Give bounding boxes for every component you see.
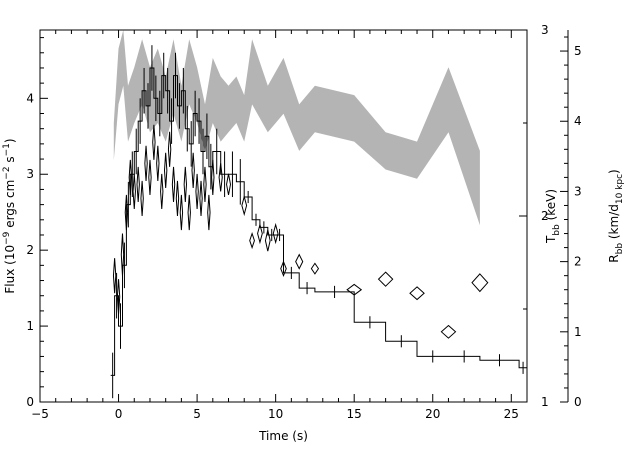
y-R-tick-label: 5 <box>574 44 582 58</box>
radius-diamond-marker <box>471 273 489 293</box>
radius-diamond-marker <box>140 180 144 217</box>
x-tick-label: 15 <box>347 407 362 421</box>
radius-diamond-marker <box>132 173 136 210</box>
y-left-tick-label: 0 <box>26 395 34 409</box>
radius-diamond-marker <box>116 279 121 315</box>
y-R-tick-label: 3 <box>574 184 582 198</box>
y-R-tick-label: 0 <box>574 395 582 409</box>
radius-diamond-marker <box>226 173 231 196</box>
radius-diamond-marker <box>310 262 320 275</box>
radius-diamond-marker <box>171 166 176 202</box>
x-tick-label: −5 <box>31 407 49 421</box>
radius-diamond-marker <box>124 194 129 231</box>
flux-histogram-line <box>110 67 527 376</box>
radius-diamond-marker <box>440 324 457 339</box>
radius-diamond-marker <box>156 145 160 181</box>
radius-diamond-marker <box>203 166 207 202</box>
radius-diamond-marker <box>179 194 184 231</box>
radius-diamond-marker <box>257 222 263 245</box>
x-tick-label: 25 <box>504 407 519 421</box>
y-R-tick-label: 2 <box>574 255 582 269</box>
radius-diamond-marker <box>280 260 287 278</box>
radius-diamond-marker <box>163 152 168 188</box>
radius-diamond-marker <box>409 286 425 301</box>
y-axis-label-temperature: Tbb (keV) <box>544 189 562 244</box>
radius-diamond-marker <box>218 163 223 192</box>
y-left-tick-label: 3 <box>26 167 34 181</box>
flux-histogram-series <box>110 45 527 399</box>
radius-diamond-marker <box>264 229 271 252</box>
x-tick-label: 20 <box>425 407 440 421</box>
radius-diamond-marker <box>152 124 156 160</box>
radius-diamond-marker <box>241 194 248 217</box>
radius-diamond-marker <box>120 233 125 276</box>
radius-diamond-marker <box>160 173 164 210</box>
x-axis-label: Time (s) <box>258 429 308 443</box>
x-tick-label: 5 <box>193 407 201 421</box>
radius-diamond-marker <box>211 159 215 195</box>
y-left-tick-label: 2 <box>26 243 34 257</box>
y-T-tick-label: 2 <box>541 209 549 223</box>
radius-diamond-marker <box>249 231 255 250</box>
radius-diamond-marker <box>272 222 279 245</box>
y-R-tick-label: 4 <box>574 114 582 128</box>
radius-diamond-marker <box>136 166 140 202</box>
radius-diamond-marker <box>346 283 363 296</box>
radius-diamond-marker <box>199 180 203 217</box>
y-axis-label-radius: Rbb (km/d10 kpc) <box>607 169 625 262</box>
radius-diamond-marker <box>144 145 148 181</box>
temperature-band <box>113 30 480 226</box>
axis-labels: Time (s) Flux (10−9 ergs cm−2 s−1) Tbb (… <box>2 138 625 443</box>
y-axis-label-flux: Flux (10−9 ergs cm−2 s−1) <box>2 138 17 293</box>
radius-diamond-marker <box>207 194 211 231</box>
radius-diamond-series <box>112 124 489 339</box>
radius-diamond-marker <box>183 166 187 202</box>
radius-diamond-marker <box>195 173 199 210</box>
x-tick-label: 0 <box>115 407 123 421</box>
y-T-tick-label: 1 <box>541 395 549 409</box>
y-left-tick-label: 1 <box>26 319 34 333</box>
radius-diamond-marker <box>377 271 394 287</box>
temperature-band-series <box>113 30 480 226</box>
radius-diamond-marker <box>191 152 195 188</box>
radius-diamond-marker <box>295 253 304 270</box>
y-R-tick-label: 1 <box>574 325 582 339</box>
radius-diamond-marker <box>175 180 180 217</box>
radius-diamond-marker <box>148 159 152 195</box>
radius-diamond-marker <box>128 159 133 195</box>
x-tick-label: 10 <box>268 407 283 421</box>
y-T-tick-label: 3 <box>541 23 549 37</box>
radius-diamond-marker <box>187 194 191 231</box>
radius-diamond-marker <box>167 131 172 167</box>
radius-diamond-marker <box>112 258 117 294</box>
y-left-tick-label: 4 <box>26 91 34 105</box>
